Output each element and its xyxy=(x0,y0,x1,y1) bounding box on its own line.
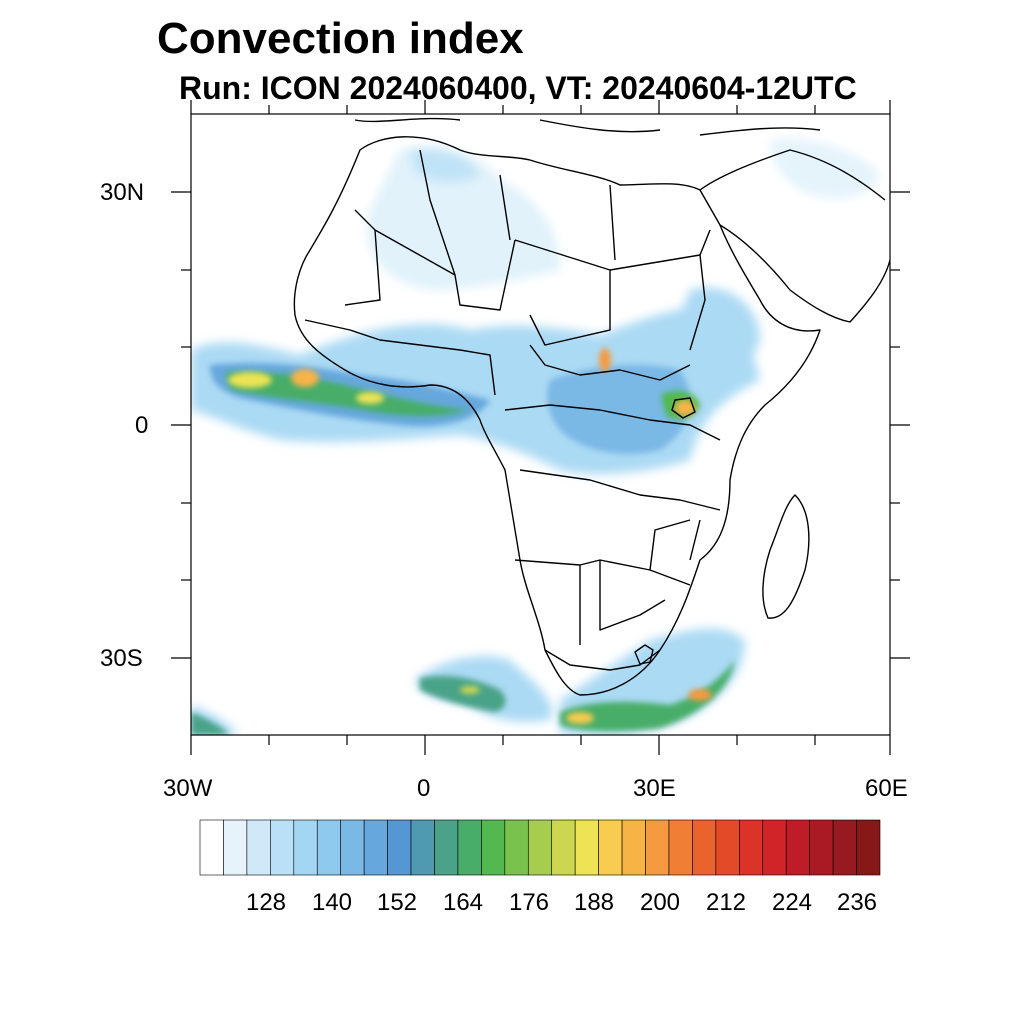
border-4 xyxy=(609,254,706,351)
colorbar-box xyxy=(434,819,459,876)
colorbar-box xyxy=(270,819,295,876)
sw-corner-green xyxy=(191,712,230,735)
nw-africa-light xyxy=(410,148,480,182)
border-3 xyxy=(514,239,611,346)
border-6 xyxy=(419,149,511,276)
colorbar-box xyxy=(551,819,576,876)
colorbar-box xyxy=(785,819,810,876)
colorbar xyxy=(199,819,881,876)
page-subtitle: Run: ICON 2024060400, VT: 20240604-12UTC xyxy=(179,70,857,106)
colorbar-label: 152 xyxy=(376,889,418,916)
colorbar-box xyxy=(598,819,623,876)
page-title: Convection index xyxy=(157,14,524,63)
colorbar-label: 164 xyxy=(442,889,484,916)
colorbar-box xyxy=(809,819,834,876)
colorbar-box xyxy=(715,819,740,876)
central-africa-mid xyxy=(547,364,691,454)
border-11 xyxy=(514,559,691,586)
hotspot-front xyxy=(460,686,480,694)
hotspot-sudan xyxy=(599,348,611,372)
colorbar-box xyxy=(856,819,881,876)
colorbar-label: 212 xyxy=(705,889,747,916)
africa-coastline xyxy=(293,136,821,696)
lon-label-30w: 30W xyxy=(163,775,213,802)
coastlines-borders xyxy=(293,117,890,696)
south-africa-green xyxy=(560,660,735,732)
colorbar-box xyxy=(832,819,857,876)
border-7 xyxy=(304,319,496,396)
border-1 xyxy=(344,209,381,306)
lake-victoria xyxy=(671,397,696,419)
colorbar-label: 236 xyxy=(836,889,878,916)
border-14 xyxy=(544,649,661,671)
madagascar xyxy=(762,494,810,619)
lon-label-60e: 60E xyxy=(865,775,908,802)
colorbar-box xyxy=(504,819,529,876)
lon-label-30e: 30E xyxy=(633,775,676,802)
hotspot-atlantic-3 xyxy=(356,392,384,404)
lat-label-0: 0 xyxy=(135,412,149,439)
colorbar-box xyxy=(527,819,553,876)
hotspot-south-africa-2 xyxy=(688,689,712,701)
colorbar-box xyxy=(621,819,646,876)
colorbar-label: 188 xyxy=(573,889,615,916)
south-atlantic-front-green xyxy=(420,675,506,712)
colorbar-box xyxy=(457,819,482,876)
colorbar-label: 128 xyxy=(245,889,287,916)
border-12 xyxy=(579,560,666,645)
arabia-coast xyxy=(699,149,890,323)
colorbar-label: 200 xyxy=(639,889,681,916)
convection-field xyxy=(191,139,880,735)
border-2 xyxy=(374,229,516,311)
colorbar-box xyxy=(363,819,388,876)
border-10 xyxy=(519,469,721,511)
colorbar-box xyxy=(293,819,318,876)
colorbar-label: 224 xyxy=(771,889,813,916)
hotspot-south-africa-1 xyxy=(566,712,594,724)
border-8 xyxy=(529,344,691,381)
colorbar-box xyxy=(387,819,412,876)
tick-marks xyxy=(171,100,910,755)
border-5 xyxy=(609,184,711,261)
colorbar-box xyxy=(481,819,506,876)
itcz-band-green xyxy=(225,371,470,417)
border-13 xyxy=(649,519,701,571)
hotspot-victoria xyxy=(675,400,695,416)
colorbar-box xyxy=(246,819,271,876)
colorbar-box xyxy=(739,819,764,876)
colorbar-box xyxy=(223,819,248,876)
mediterranean-north xyxy=(354,117,821,136)
colorbar-box xyxy=(668,819,693,876)
colorbar-box xyxy=(762,819,787,876)
colorbar-box xyxy=(692,819,717,876)
border-9 xyxy=(504,404,721,441)
lat-label-30s: 30S xyxy=(100,645,143,672)
colorbar-box xyxy=(340,819,365,876)
lon-label-0: 0 xyxy=(417,775,431,802)
hotspot-atlantic-2 xyxy=(291,369,319,387)
colorbar-label: 140 xyxy=(311,889,353,916)
hotspot-atlantic-1 xyxy=(228,372,272,388)
lesotho xyxy=(634,644,654,665)
colorbar-label: 176 xyxy=(508,889,550,916)
colorbar-box xyxy=(645,819,670,876)
lat-label-30n: 30N xyxy=(100,179,145,206)
colorbar-box xyxy=(410,819,435,876)
arabia-light xyxy=(770,139,880,199)
colorbar-box xyxy=(199,819,224,876)
colorbar-box xyxy=(574,819,599,876)
colorbar-box xyxy=(316,819,341,876)
